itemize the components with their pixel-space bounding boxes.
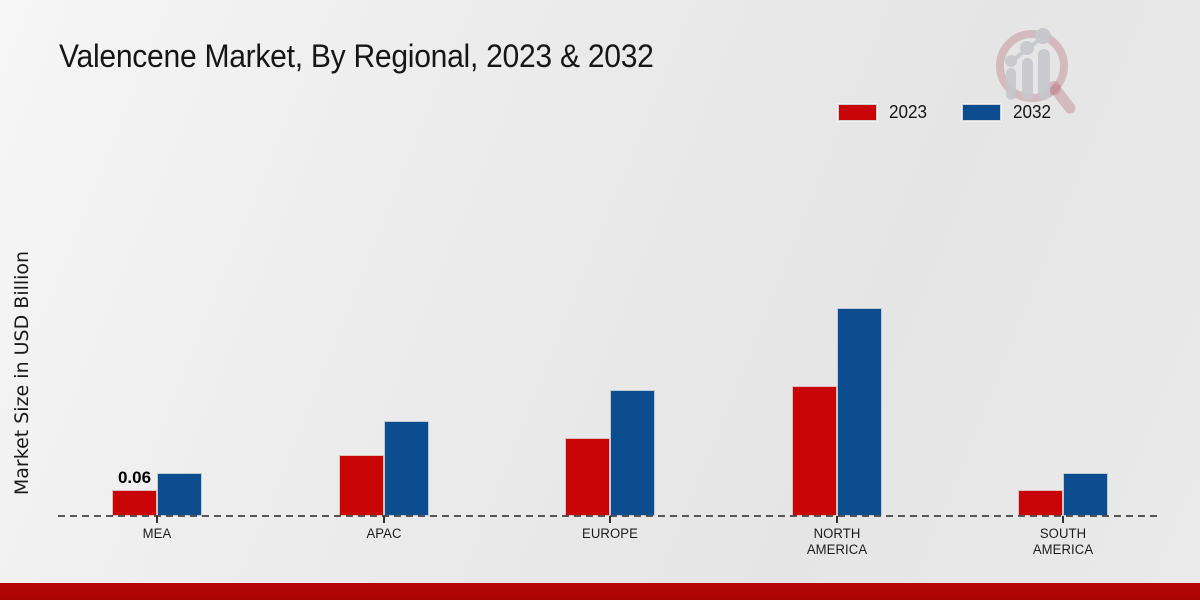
- x-axis-label-north-america: NORTH AMERICA: [806, 526, 867, 557]
- x-axis-label-apac: APAC: [365, 526, 402, 541]
- brand-watermark-logo: [996, 28, 1076, 114]
- bar-2023-north-america: [791, 386, 837, 516]
- bar-2023-europe: [565, 438, 610, 516]
- x-axis-label-south-america: SOUTH AMERICA: [1032, 526, 1094, 557]
- bar-2032-south-america: [1063, 473, 1108, 516]
- legend-item-2023: 2023: [838, 102, 928, 123]
- legend-swatch-2023: [838, 104, 877, 121]
- x-axis-tick-south-america: [1062, 516, 1064, 523]
- logo-growth-bars: [1005, 28, 1051, 100]
- legend-label-2023: 2023: [889, 102, 928, 122]
- logo-dot-accent: [1047, 81, 1061, 95]
- legend-swatch-2032: [962, 104, 1002, 121]
- legend-item-2032: 2032: [962, 102, 1052, 123]
- x-axis-tick-north-america: [835, 516, 838, 523]
- legend: 2023 2032: [838, 102, 1052, 123]
- bar-2023-south-america: [1018, 490, 1063, 516]
- x-axis-tick-mea: [156, 516, 158, 523]
- x-axis-tick-europe: [609, 516, 611, 523]
- legend-label-2032: 2032: [1013, 102, 1052, 122]
- x-axis-label-europe: EUROPE: [582, 526, 638, 541]
- bar-2032-north-america: [836, 308, 882, 516]
- bar-2032-europe: [610, 390, 655, 516]
- bar-2032-apac: [383, 421, 429, 516]
- x-axis-label-mea: MEA: [142, 526, 172, 541]
- footer-red-band: [0, 583, 1200, 600]
- bar-2023-mea: [112, 490, 157, 516]
- x-axis-tick-apac: [382, 516, 385, 523]
- bar-2032-mea: [157, 473, 202, 516]
- chart-title: Valencene Market, By Regional, 2023 & 20…: [59, 38, 654, 74]
- bar-2023-apac: [338, 455, 384, 516]
- value-label-2023-mea: 0.06: [117, 468, 152, 487]
